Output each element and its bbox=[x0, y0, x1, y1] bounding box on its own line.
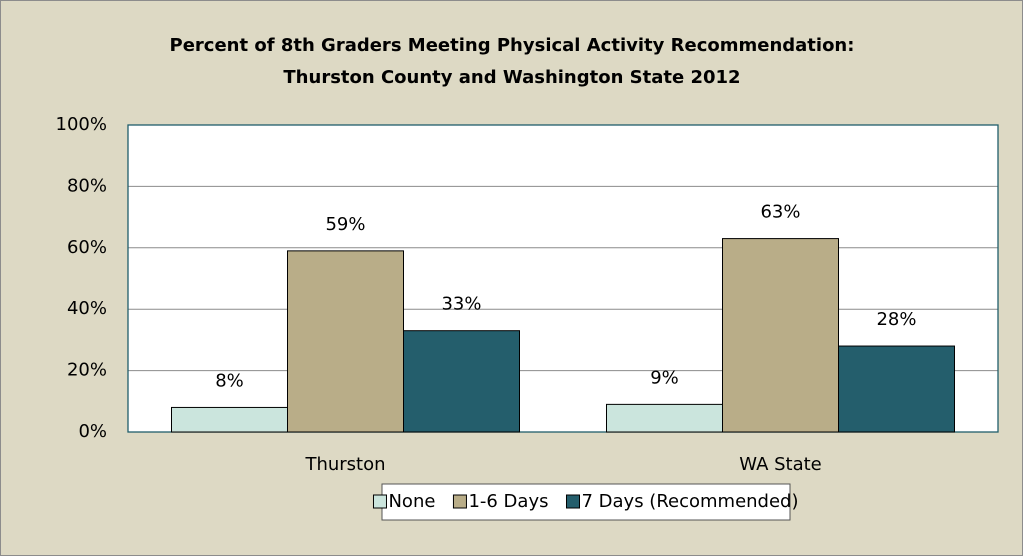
y-tick-label: 60% bbox=[67, 237, 107, 258]
plot-border bbox=[127, 124, 999, 433]
y-tick-label: 0% bbox=[78, 421, 107, 442]
bar bbox=[403, 330, 520, 433]
bar bbox=[606, 403, 723, 433]
x-tick-label: WA State bbox=[739, 454, 822, 475]
data-label: 59% bbox=[325, 214, 365, 235]
data-label: 33% bbox=[441, 294, 481, 315]
chart-title: Percent of 8th Graders Meeting Physical … bbox=[170, 35, 855, 56]
y-tick-label: 20% bbox=[67, 360, 107, 381]
x-tick-label: Thurston bbox=[304, 454, 385, 475]
bar bbox=[722, 238, 839, 433]
chart-title: Thurston County and Washington State 201… bbox=[283, 67, 740, 88]
legend-swatch bbox=[372, 494, 387, 509]
legend-label: 7 Days (Recommended) bbox=[581, 491, 798, 512]
bar bbox=[287, 250, 404, 433]
y-tick-label: 80% bbox=[67, 175, 107, 196]
y-tick-label: 40% bbox=[67, 298, 107, 319]
legend-label: None bbox=[388, 491, 435, 512]
y-tick-label: 100% bbox=[56, 114, 107, 135]
data-label: 9% bbox=[650, 367, 679, 388]
legend-box bbox=[381, 483, 791, 521]
legend-swatch bbox=[452, 494, 467, 509]
data-label: 8% bbox=[215, 370, 244, 391]
data-label: 28% bbox=[876, 309, 916, 330]
bar bbox=[171, 406, 288, 433]
bar bbox=[838, 345, 955, 433]
legend-swatch bbox=[565, 494, 580, 509]
legend-label: 1-6 Days bbox=[468, 491, 548, 512]
data-label: 63% bbox=[760, 202, 800, 223]
